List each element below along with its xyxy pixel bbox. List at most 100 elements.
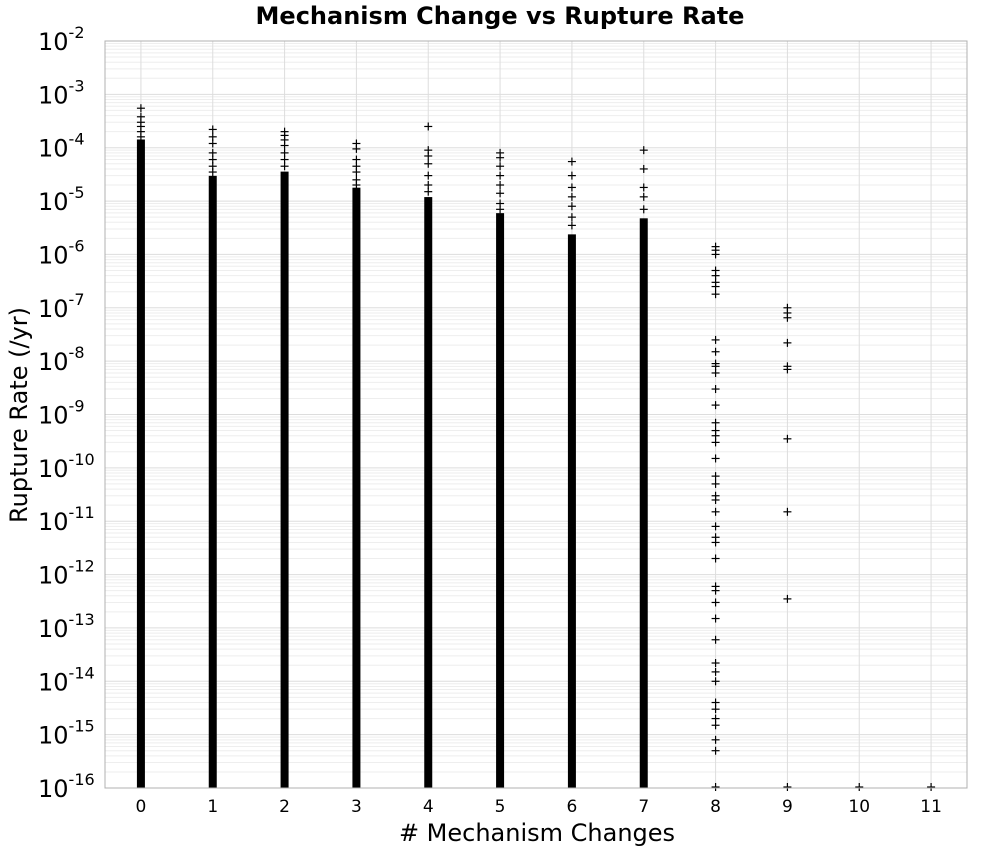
dense-point-cluster — [424, 197, 433, 789]
y-axis-label: Rupture Rate (/yr) — [5, 307, 33, 523]
data-point — [424, 122, 433, 131]
data-point — [496, 189, 505, 198]
data-point — [711, 335, 720, 344]
data-point — [567, 171, 576, 180]
data-point — [567, 202, 576, 211]
data-point — [711, 522, 720, 531]
y-tick-label: 10-16 — [38, 770, 95, 803]
data-point — [711, 250, 720, 259]
data-point — [711, 667, 720, 676]
dense-point-cluster — [136, 139, 145, 789]
data-point — [280, 162, 289, 171]
data-point — [639, 183, 648, 192]
x-tick-label: 9 — [782, 797, 793, 817]
data-point — [783, 434, 792, 443]
x-tick-labels: 0 1 2 3 4 5 6 7 8 9 10 11 — [136, 797, 942, 817]
data-point — [567, 213, 576, 222]
x-tick-label: 0 — [136, 797, 147, 817]
data-point — [496, 162, 505, 171]
gridlines — [105, 40, 967, 789]
data-point — [927, 783, 936, 791]
data-point — [711, 614, 720, 623]
data-point — [639, 146, 648, 155]
data-point — [855, 783, 864, 791]
data-point — [208, 125, 217, 134]
data-point — [711, 746, 720, 755]
y-tick-label: 10-3 — [38, 76, 85, 109]
x-tick-label: 1 — [207, 797, 218, 817]
data-point — [424, 151, 433, 160]
y-tick-label: 10-7 — [38, 290, 85, 323]
data-point — [711, 586, 720, 595]
data-point — [711, 479, 720, 488]
y-tick-label: 10-9 — [38, 397, 85, 430]
y-tick-label: 10-13 — [38, 610, 95, 643]
plot-frame — [104, 40, 968, 789]
data-point — [783, 783, 792, 791]
data-point — [136, 132, 145, 141]
data-point — [567, 183, 576, 192]
data-point — [567, 192, 576, 201]
data-point — [424, 171, 433, 180]
y-tick-label: 10-11 — [38, 503, 95, 536]
data-point — [352, 144, 361, 153]
y-tick-label: 10-5 — [38, 183, 85, 216]
dense-point-cluster — [208, 175, 217, 788]
data-point — [424, 159, 433, 168]
data-point — [639, 205, 648, 214]
data-point — [711, 282, 720, 291]
x-tick-label: 4 — [423, 797, 434, 817]
data-point — [711, 721, 720, 730]
y-tick-label: 10-12 — [38, 557, 95, 590]
data-point — [711, 418, 720, 427]
data-point — [711, 659, 720, 668]
dense-point-cluster — [639, 218, 648, 788]
data-point — [711, 368, 720, 377]
y-tick-label: 10-10 — [38, 450, 95, 483]
data-points — [136, 104, 936, 791]
data-point — [711, 705, 720, 714]
data-point — [711, 635, 720, 644]
data-point — [783, 338, 792, 347]
dense-clusters — [136, 139, 648, 789]
data-point — [567, 157, 576, 166]
data-point — [783, 365, 792, 374]
chart-title: Mechanism Change vs Rupture Rate — [256, 2, 745, 30]
data-point — [208, 168, 217, 177]
data-point — [280, 141, 289, 150]
y-tick-label: 10-2 — [38, 23, 85, 56]
y-tick-label: 10-4 — [38, 130, 85, 163]
y-tick-label: 10-8 — [38, 343, 85, 376]
data-point — [136, 104, 145, 113]
x-tick-label: 2 — [279, 797, 290, 817]
data-point — [496, 205, 505, 214]
y-tick-label: 10-15 — [38, 717, 95, 750]
data-point — [783, 594, 792, 603]
x-tick-label: 7 — [638, 797, 649, 817]
data-point — [639, 164, 648, 173]
data-point — [711, 385, 720, 394]
x-axis-label: # Mechanism Changes — [399, 819, 675, 847]
dense-point-cluster — [352, 187, 361, 788]
data-point — [711, 472, 720, 481]
x-tick-label: 8 — [710, 797, 721, 817]
data-point — [711, 438, 720, 447]
data-point — [711, 538, 720, 547]
data-point — [711, 783, 720, 791]
x-tick-label: 3 — [351, 797, 362, 817]
data-point — [496, 153, 505, 162]
data-point — [711, 495, 720, 504]
data-point — [208, 139, 217, 148]
data-point — [496, 181, 505, 190]
data-point — [496, 171, 505, 180]
data-point — [711, 507, 720, 516]
y-tick-label: 10-14 — [38, 663, 95, 696]
data-point — [352, 168, 361, 177]
x-tick-label: 5 — [495, 797, 506, 817]
y-tick-label: 10-6 — [38, 236, 85, 269]
data-point — [711, 290, 720, 299]
dense-point-cluster — [280, 171, 289, 789]
data-point — [424, 187, 433, 196]
